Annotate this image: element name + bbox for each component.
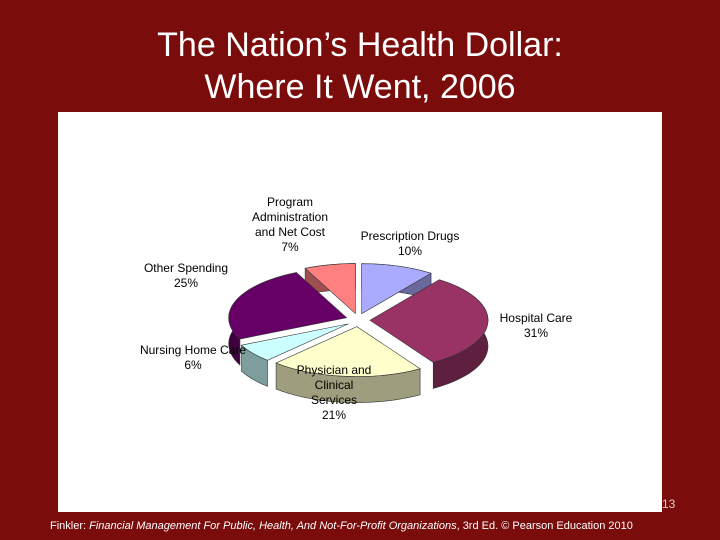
- data-label-name: Other Spending: [144, 261, 228, 275]
- data-label-name: Hospital Care: [500, 311, 573, 325]
- pie-slice-other-spending: [228, 272, 348, 340]
- slide-title: The Nation’s Health Dollar: Where It Wen…: [0, 24, 720, 108]
- footer-suffix: , 3rd Ed. © Pearson Education 2010: [456, 520, 633, 532]
- data-label-name: Nursing Home Care: [140, 343, 246, 357]
- data-label-value: 10%: [398, 244, 422, 258]
- data-label-value: 6%: [184, 358, 202, 372]
- slide-title-line-1: The Nation’s Health Dollar:: [157, 26, 563, 64]
- chart-panel: Prescription Drugs 10% Hospital Care 31% Phy…: [58, 112, 662, 512]
- data-label-name: Physician and: [297, 363, 372, 377]
- data-label-name: Program: [267, 195, 313, 209]
- footer-citation: Finkler: Financial Management For Public…: [50, 520, 633, 532]
- pie-slice-prescription-drugs: [361, 263, 432, 315]
- footer-prefix: Finkler:: [50, 520, 90, 532]
- data-label-value: 31%: [524, 326, 548, 340]
- data-label-name: Administration: [252, 210, 328, 224]
- data-label-value: 25%: [174, 276, 198, 290]
- pie-slice-hospital-care: [369, 279, 489, 363]
- data-label-value: 7%: [281, 240, 299, 254]
- pie-slice-physician-and-clinical-services: [275, 326, 421, 377]
- data-label-name: Prescription Drugs: [361, 229, 460, 243]
- data-label-name: and Net Cost: [255, 225, 326, 239]
- data-label-value: 21%: [322, 408, 346, 422]
- data-label-name: Clinical: [315, 378, 354, 392]
- data-label-name: Services: [311, 393, 357, 407]
- footer-book-title: Financial Management For Public, Health,…: [89, 520, 457, 532]
- pie-slice-program-administration-and-net-cost: [304, 263, 356, 315]
- pie-slice-nursing-home-care: [240, 323, 349, 361]
- slide-title-line-2: Where It Went, 2006: [204, 68, 516, 106]
- slide-number: 13: [662, 497, 676, 511]
